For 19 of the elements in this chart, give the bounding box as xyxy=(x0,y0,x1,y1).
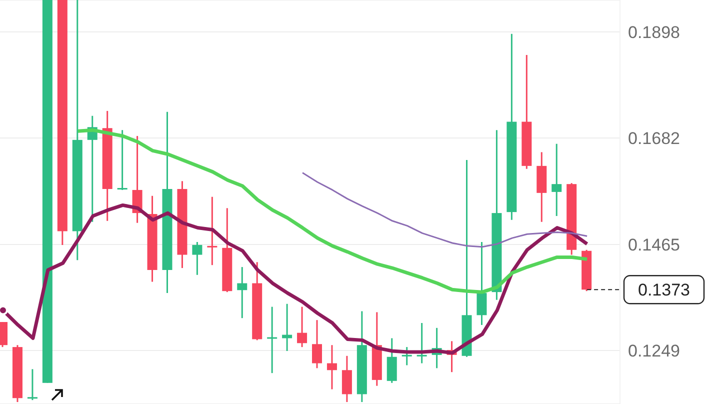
y-tick-label: 0.1898 xyxy=(628,22,680,42)
candlestick xyxy=(27,368,38,401)
candlestick xyxy=(192,241,202,276)
ref-line-label: 0.1373 xyxy=(638,280,690,300)
candlestick xyxy=(117,129,128,191)
candlestick xyxy=(207,196,218,266)
candlestick xyxy=(416,322,427,364)
candlestick xyxy=(326,344,337,390)
line-series xyxy=(302,172,588,248)
candlestick xyxy=(237,266,248,319)
y-tick-label: 0.1682 xyxy=(628,128,680,148)
candlestick xyxy=(402,346,412,366)
candlestick xyxy=(267,306,278,374)
candlestick xyxy=(297,306,308,348)
y-tick-label: 0.1465 xyxy=(628,235,680,254)
candlestick xyxy=(552,143,562,217)
candlestick xyxy=(476,241,487,326)
candlestick xyxy=(312,319,322,369)
y-tick-label: 0.1249 xyxy=(628,342,680,361)
